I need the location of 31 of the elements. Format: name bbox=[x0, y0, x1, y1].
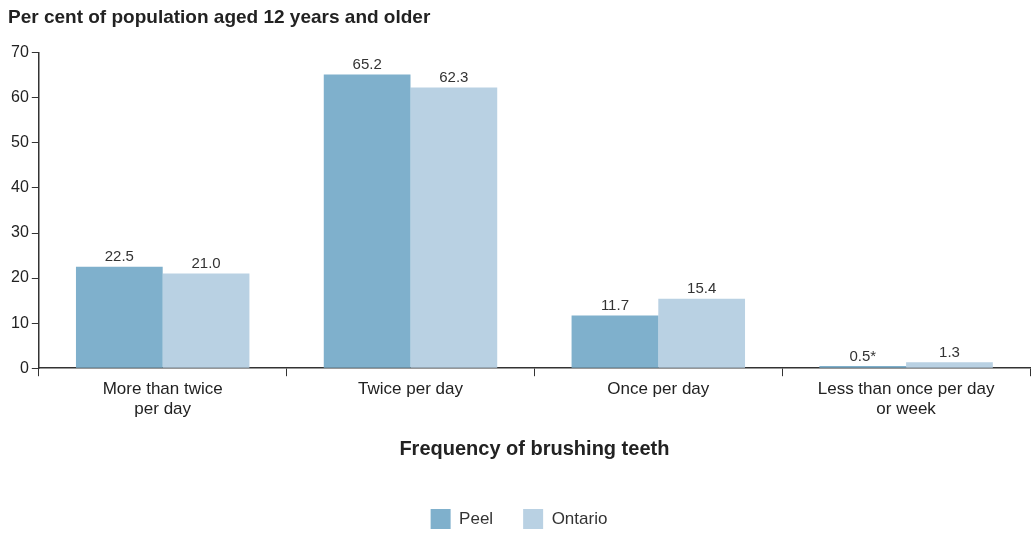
data-label: 15.4 bbox=[687, 279, 717, 297]
legend-label: Peel bbox=[459, 508, 494, 528]
data-label: 22.5 bbox=[104, 247, 134, 265]
x-tick-label: Twice per day bbox=[358, 379, 464, 399]
y-tick-label: 10 bbox=[11, 313, 29, 331]
bar bbox=[906, 362, 993, 368]
y-tick-label: 20 bbox=[11, 268, 29, 286]
data-label: 62.3 bbox=[439, 68, 469, 86]
data-label: 65.2 bbox=[352, 55, 382, 73]
data-label: 0.5* bbox=[849, 346, 877, 364]
bar bbox=[571, 315, 659, 368]
chart-title: Per cent of population aged 12 years and older bbox=[8, 5, 431, 27]
legend-label: Ontario bbox=[551, 508, 608, 528]
bar bbox=[410, 87, 498, 368]
y-tick-label: 0 bbox=[19, 358, 29, 376]
bar bbox=[75, 266, 163, 368]
bar bbox=[658, 298, 746, 368]
y-tick-label: 40 bbox=[11, 178, 29, 196]
y-tick-label: 30 bbox=[11, 223, 29, 241]
bar bbox=[162, 273, 250, 368]
x-axis-title: Frequency of brushing teeth bbox=[399, 436, 670, 459]
x-tick-label: Less than once per day or week bbox=[817, 379, 995, 419]
data-label: 1.3 bbox=[939, 342, 960, 360]
y-tick-label: 60 bbox=[11, 88, 29, 106]
bar bbox=[323, 74, 411, 368]
x-tick-label: More than twice per day bbox=[102, 379, 223, 419]
x-tick-label: Once per day bbox=[607, 379, 710, 399]
y-tick-label: 50 bbox=[11, 133, 29, 151]
data-label: 21.0 bbox=[191, 254, 221, 272]
data-label: 11.7 bbox=[600, 296, 629, 314]
y-tick-label: 70 bbox=[11, 43, 29, 61]
